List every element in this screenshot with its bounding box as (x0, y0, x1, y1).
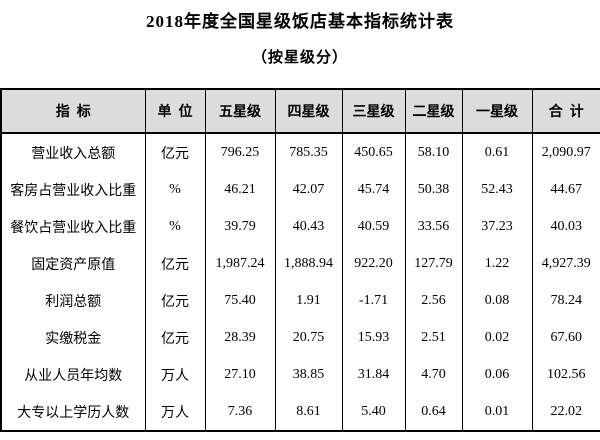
indicator-cell: 大专以上学历人数 (17, 405, 130, 421)
value-cell: 40.43 (274, 208, 342, 245)
value-cell: -1.71 (341, 282, 405, 319)
unit-cell: 亿元 (144, 133, 205, 171)
page-title: 2018年度全国星级饭店基本指标统计表 (146, 12, 454, 31)
value-cell: 58.10 (404, 133, 462, 171)
value-cell: 0.06 (461, 356, 532, 393)
value-cell: 0.61 (461, 133, 532, 171)
value-cell: 44.67 (531, 171, 600, 208)
unit-cell: % (144, 208, 205, 245)
unit-cell: 万人 (144, 356, 205, 393)
value-cell: 27.10 (204, 356, 275, 393)
table-row: 营业收入总额 亿元 796.25 785.35 450.65 58.10 0.61 2,090… (1, 133, 600, 171)
value-cell: 20.75 (274, 319, 342, 356)
indicator-cell: 利润总额 (45, 294, 102, 310)
value-cell: 1.91 (274, 282, 342, 319)
value-cell: 2,090.97 (531, 133, 600, 171)
value-cell: 46.21 (204, 171, 275, 208)
value-cell: 37.23 (461, 208, 532, 245)
column-header: 指 标 (1, 89, 145, 134)
unit-cell: % (144, 171, 205, 208)
value-cell: 45.74 (341, 171, 405, 208)
table-row: 固定资产原值 亿元 1,987.24 1,888.94 922.20 127.79 1.22… (1, 245, 600, 282)
value-cell: 1.22 (461, 245, 532, 282)
value-cell: 8.61 (274, 393, 342, 431)
indicator-cell: 从业人员年均数 (24, 368, 123, 384)
value-cell: 2.51 (404, 319, 462, 356)
table-row: 大专以上学历人数 万人 7.36 8.61 5.40 0.64 0.01 22.02 (1, 393, 600, 431)
value-cell: 7.36 (204, 393, 275, 431)
value-cell: 0.02 (461, 319, 532, 356)
table-body: 营业收入总额 亿元 796.25 785.35 450.65 58.10 0.61 2,090… (1, 133, 600, 431)
value-cell: 50.38 (404, 171, 462, 208)
value-cell: 796.25 (204, 133, 275, 171)
value-cell: 450.65 (341, 133, 405, 171)
value-cell: 0.01 (461, 393, 532, 431)
column-header: 单 位 (144, 89, 205, 134)
value-cell: 127.79 (404, 245, 462, 282)
value-cell: 785.35 (274, 133, 342, 171)
table-row: 客房占营业收入比重% 46.21 42.07 45.74 50.38 52.43 44.67 (1, 171, 600, 208)
page-subtitle: （按星级分） (251, 50, 348, 66)
column-header: 合 计 (531, 89, 600, 134)
value-cell: 1,987.24 (204, 245, 275, 282)
table-row: 实缴税金 亿元 28.39 20.75 15.93 2.51 0.02 67.60 (1, 319, 600, 356)
value-cell: 40.03 (531, 208, 600, 245)
value-cell: 102.56 (531, 356, 600, 393)
value-cell: 1,888.94 (274, 245, 342, 282)
value-cell: 39.79 (204, 208, 275, 245)
column-header: 二星级 (404, 89, 462, 134)
indicator-cell: 营业收入总额 (31, 146, 116, 162)
value-cell: 38.85 (274, 356, 342, 393)
value-cell: 922.20 (341, 245, 405, 282)
value-cell: 40.59 (341, 208, 405, 245)
value-cell: 33.56 (404, 208, 462, 245)
value-cell: 28.39 (204, 319, 275, 356)
value-cell: 22.02 (531, 393, 600, 431)
value-cell: 42.07 (274, 171, 342, 208)
stats-table: 指 标单 位五星级 四星级 三星级 二星级 一星级合 计 营业收入总额 亿元 796.25 7… (0, 88, 600, 432)
value-cell: 78.24 (531, 282, 600, 319)
column-header: 三星级 (341, 89, 405, 134)
value-cell: 0.08 (461, 282, 532, 319)
value-cell: 52.43 (461, 171, 532, 208)
value-cell: 5.40 (341, 393, 405, 431)
indicator-cell: 客房占营业收入比重 (10, 183, 137, 199)
indicator-cell: 餐饮占营业收入比重 (10, 220, 137, 236)
unit-cell: 万人 (144, 393, 205, 431)
column-header: 四星级 (274, 89, 342, 134)
column-header: 五星级 (204, 89, 275, 134)
unit-cell: 亿元 (144, 245, 205, 282)
value-cell: 4.70 (404, 356, 462, 393)
table-row: 从业人员年均数 万人 27.10 38.85 31.84 4.70 0.06 102.56 (1, 356, 600, 393)
unit-cell: 亿元 (144, 282, 205, 319)
unit-cell: 亿元 (144, 319, 205, 356)
value-cell: 2.56 (404, 282, 462, 319)
value-cell: 15.93 (341, 319, 405, 356)
table-header-row: 指 标单 位五星级 四星级 三星级 二星级 一星级合 计 (1, 89, 600, 134)
value-cell: 31.84 (341, 356, 405, 393)
value-cell: 75.40 (204, 282, 275, 319)
table-row: 餐饮占营业收入比重% 39.79 40.43 40.59 33.56 37.23 40.03 (1, 208, 600, 245)
indicator-cell: 实缴税金 (45, 331, 102, 347)
column-header: 一星级 (461, 89, 532, 134)
table-row: 利润总额 亿元 75.40 1.91 -1.71 2.56 0.08 78.24 (1, 282, 600, 319)
value-cell: 4,927.39 (531, 245, 600, 282)
indicator-cell: 固定资产原值 (31, 257, 116, 273)
value-cell: 67.60 (531, 319, 600, 356)
value-cell: 0.64 (404, 393, 462, 431)
